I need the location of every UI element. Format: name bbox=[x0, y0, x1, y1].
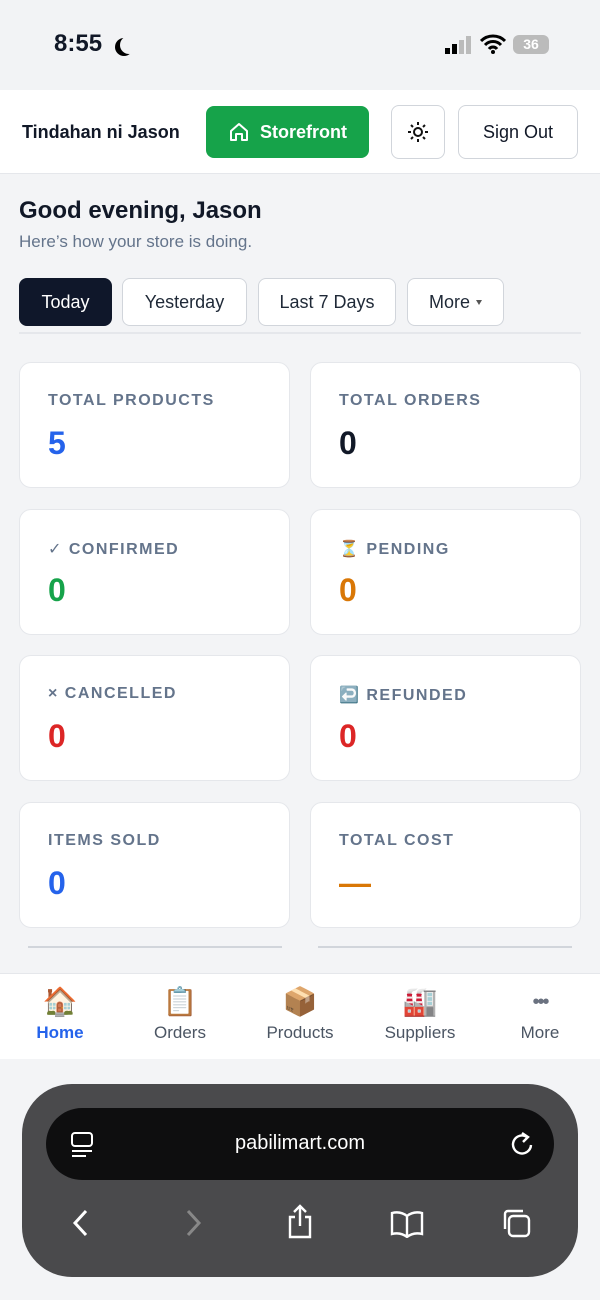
stat-label: ITEMS SOLD bbox=[48, 831, 161, 849]
stat-card: ⏳ PENDING 0 bbox=[310, 508, 581, 635]
greeting-title: Good evening, Jason bbox=[19, 197, 262, 224]
stat-card: TOTAL PRODUCTS 5 bbox=[19, 362, 290, 488]
stat-value: 0 bbox=[339, 571, 357, 608]
nav-icon: 📋 bbox=[162, 986, 198, 1017]
stat-label: TOTAL COST bbox=[339, 831, 455, 849]
nav-label: Home bbox=[36, 1023, 84, 1042]
nav-label: Suppliers bbox=[384, 1023, 456, 1042]
stat-value: — bbox=[339, 864, 371, 901]
nav-icon: 🏠 bbox=[42, 986, 78, 1017]
forward-icon[interactable] bbox=[182, 1208, 204, 1238]
nav-icon: ••• bbox=[532, 991, 549, 1013]
url: pabilimart.com bbox=[234, 1132, 366, 1154]
stat-label: ↩️ REFUNDED bbox=[339, 687, 468, 704]
filter-button[interactable]: Today bbox=[19, 278, 112, 326]
bookmarks-icon[interactable] bbox=[390, 1210, 424, 1238]
stat-value: 0 bbox=[339, 718, 357, 754]
greeting-subtitle: Here’s how your store is doing. bbox=[19, 232, 253, 251]
stat-label: ✓ CONFIRMED bbox=[48, 540, 180, 558]
divider bbox=[19, 332, 581, 334]
store-name: Tindahan ni Jason bbox=[22, 122, 180, 142]
stat-label: × CANCELLED bbox=[48, 685, 177, 702]
signal-icon bbox=[445, 36, 471, 54]
filter-button[interactable]: Yesterday bbox=[122, 278, 247, 326]
wifi-icon bbox=[480, 34, 506, 54]
tabs-icon[interactable] bbox=[500, 1207, 532, 1239]
nav-item[interactable]: 📦 Products bbox=[240, 985, 360, 1043]
stat-card: × CANCELLED 0 bbox=[19, 655, 290, 781]
filter-button[interactable]: Last 7 Days bbox=[258, 278, 396, 326]
nav-item[interactable]: 📋 Orders bbox=[120, 985, 240, 1043]
stat-value: 0 bbox=[339, 425, 357, 461]
nav-icon: 🏭 bbox=[402, 986, 438, 1017]
nav-label: Products bbox=[266, 1023, 334, 1042]
nav-item[interactable]: 🏠 Home bbox=[0, 985, 120, 1043]
card-edge bbox=[28, 946, 282, 948]
stat-label: TOTAL PRODUCTS bbox=[48, 392, 215, 409]
storefront-button[interactable]: Storefront bbox=[206, 106, 369, 158]
stat-label: TOTAL ORDERS bbox=[339, 392, 482, 409]
stat-card: ITEMS SOLD 0 bbox=[19, 801, 290, 928]
stat-card: TOTAL ORDERS 0 bbox=[310, 362, 581, 488]
stat-value: 0 bbox=[48, 864, 66, 901]
nav-item[interactable]: 🏭 Suppliers bbox=[360, 985, 480, 1043]
stat-card: ✓ CONFIRMED 0 bbox=[19, 508, 290, 635]
back-icon[interactable] bbox=[70, 1208, 92, 1238]
stat-card: TOTAL COST — bbox=[310, 801, 581, 928]
nav-label: More bbox=[520, 1023, 560, 1042]
address-bar[interactable] bbox=[46, 1108, 554, 1180]
share-icon[interactable] bbox=[286, 1204, 314, 1240]
sign-out-button[interactable]: Sign Out bbox=[458, 105, 578, 159]
storefront-label: Storefront bbox=[260, 121, 347, 142]
bottom-nav bbox=[0, 973, 600, 1059]
theme-toggle[interactable] bbox=[391, 105, 445, 159]
filter-more-button[interactable]: More bbox=[407, 278, 504, 326]
stat-value: 0 bbox=[48, 718, 66, 754]
reload-icon[interactable] bbox=[510, 1130, 536, 1158]
home-icon bbox=[230, 123, 248, 141]
filter-label: More bbox=[428, 291, 470, 312]
nav-label: Orders bbox=[154, 1023, 206, 1042]
stat-label: ⏳ PENDING bbox=[339, 540, 450, 558]
battery: 36 bbox=[513, 35, 549, 54]
clock: 8:55 bbox=[54, 30, 103, 57]
reader-icon[interactable] bbox=[70, 1131, 94, 1157]
sun-icon bbox=[408, 122, 428, 142]
nav-item[interactable]: ••• More bbox=[480, 985, 600, 1043]
stat-value: 0 bbox=[48, 571, 66, 608]
moon-icon bbox=[120, 36, 138, 54]
card-edge bbox=[318, 946, 572, 948]
caret bbox=[476, 299, 482, 305]
stat-card: ↩️ REFUNDED 0 bbox=[310, 655, 581, 781]
nav-icon: 📦 bbox=[282, 986, 318, 1017]
stat-value: 5 bbox=[48, 425, 66, 461]
